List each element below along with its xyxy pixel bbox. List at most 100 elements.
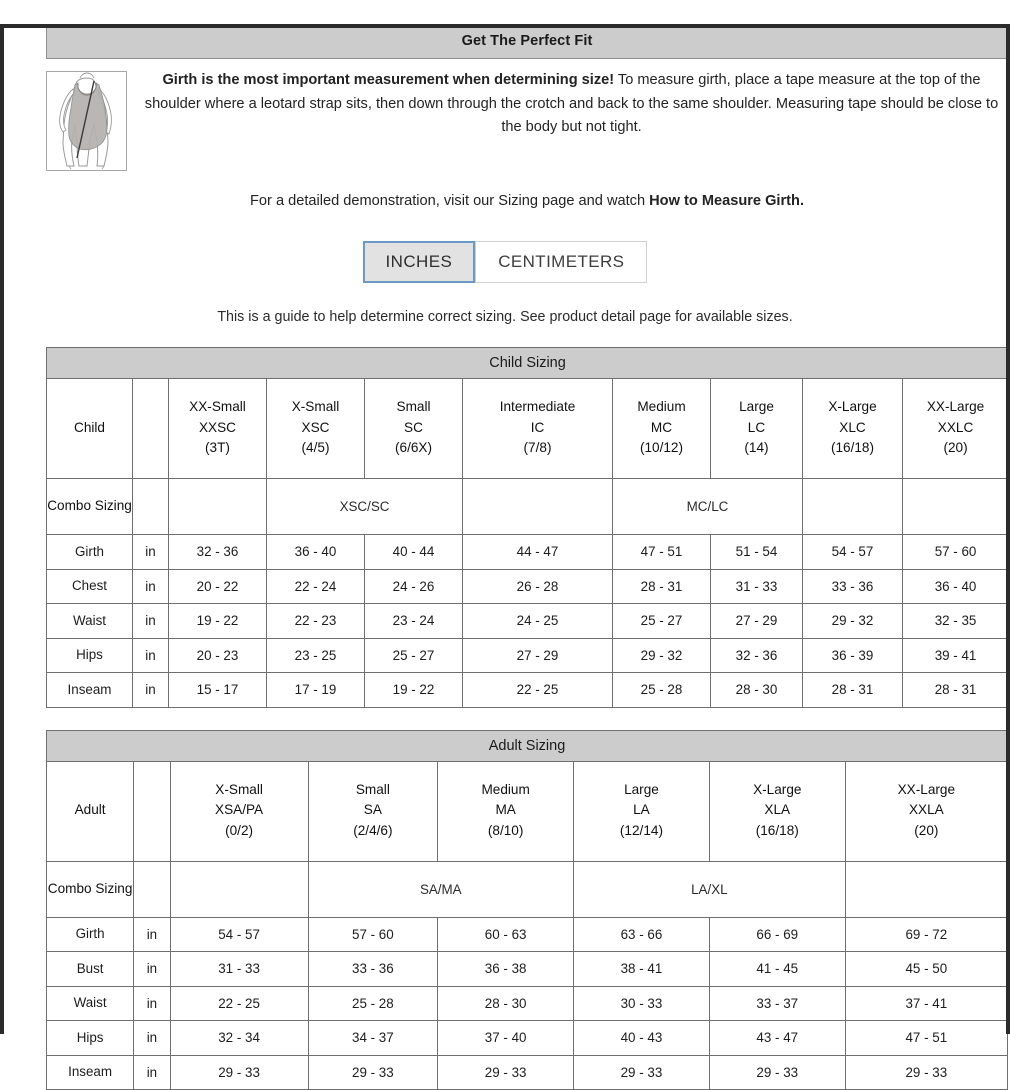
child-row-unit: in [133,535,169,570]
adult-measurement-cell: 28 - 30 [438,986,574,1021]
child-row-unit: in [133,638,169,673]
child-size-header-line: (3T) [171,438,264,459]
child-size-header-line: X-Small [269,397,362,418]
adult-row-label: Girth [47,917,134,952]
adult-size-header-line: (2/4/6) [311,821,436,842]
adult-measurement-cell: 30 - 33 [574,986,710,1021]
leotard-girth-illustration [46,71,127,171]
child-size-header-line: (10/12) [615,438,708,459]
unit-centimeters-button[interactable]: CENTIMETERS [475,241,647,283]
adult-size-header-line: (12/14) [576,821,707,842]
adult-size-header-line: Large [576,780,707,801]
adult-measurement-cell: 69 - 72 [845,917,1007,952]
adult-size-header-line: (0/2) [173,821,306,842]
adult-measurement-cell: 37 - 40 [438,1021,574,1056]
child-size-header-line: IC [465,418,610,439]
adult-size-header-line: X-Large [712,780,843,801]
adult-row-unit: in [134,1021,170,1056]
child-row-unit: in [133,604,169,639]
child-measurement-cell: 19 - 22 [365,673,463,708]
adult-measurement-cell: 43 - 47 [709,1021,845,1056]
child-measurement-cell: 23 - 25 [267,638,365,673]
child-measurement-cell: 28 - 30 [711,673,803,708]
child-combo-cell: MC/LC [613,479,803,535]
child-size-header-line: Small [367,397,460,418]
adult-measurement-cell: 25 - 28 [308,986,438,1021]
child-measurement-cell: 27 - 29 [463,638,613,673]
child-size-header-line: XXSC [171,418,264,439]
child-corner-label: Child [47,379,133,479]
adult-measurement-cell: 38 - 41 [574,952,710,987]
child-measurement-cell: 26 - 28 [463,569,613,604]
child-measurement-cell: 15 - 17 [169,673,267,708]
adult-measurement-cell: 29 - 33 [170,1055,308,1090]
adult-unit-header [134,761,170,861]
adult-combo-cell [845,861,1007,917]
child-measurement-cell: 32 - 35 [903,604,1009,639]
adult-combo-unit [134,861,170,917]
child-size-header-line: (7/8) [465,438,610,459]
adult-combo-cell: SA/MA [308,861,574,917]
child-row-label: Waist [47,604,133,639]
adult-measurement-cell: 31 - 33 [170,952,308,987]
child-size-header-line: (6/6X) [367,438,460,459]
adult-combo-label: Combo Sizing [47,861,134,917]
child-measurement-cell: 22 - 24 [267,569,365,604]
child-size-header-line: XLC [805,418,900,439]
adult-measurement-cell: 37 - 41 [845,986,1007,1021]
adult-corner-label: Adult [47,761,134,861]
unit-inches-button[interactable]: INCHES [363,241,476,283]
child-measurement-cell: 25 - 27 [613,604,711,639]
child-size-header-line: X-Large [805,397,900,418]
measure-girth-note: For a detailed demonstration, visit our … [46,193,1008,209]
child-combo-unit [133,479,169,535]
adult-size-header-line: SA [311,800,436,821]
perfect-fit-body: Girth is the most important measurement … [46,59,1008,171]
child-size-header-line: XX-Small [171,397,264,418]
adult-size-header-line: LA [576,800,707,821]
child-measurement-cell: 22 - 25 [463,673,613,708]
adult-measurement-cell: 45 - 50 [845,952,1007,987]
adult-measurement-cell: 29 - 33 [438,1055,574,1090]
child-size-header-line: SC [367,418,460,439]
child-measurement-cell: 25 - 28 [613,673,711,708]
child-row-unit: in [133,673,169,708]
adult-size-header-line: XLA [712,800,843,821]
adult-size-header-line: Medium [440,780,571,801]
child-measurement-cell: 36 - 39 [803,638,903,673]
child-measurement-cell: 20 - 22 [169,569,267,604]
child-size-header-line: LC [713,418,800,439]
child-measurement-cell: 40 - 44 [365,535,463,570]
child-size-header-line: (20) [905,438,1006,459]
adult-caption-row: Adult Sizing [47,730,1008,761]
child-size-header-line: Medium [615,397,708,418]
child-measurement-cell: 24 - 26 [365,569,463,604]
child-row-label: Hips [47,638,133,673]
adult-size-header-line: XX-Large [848,780,1005,801]
unit-toggle-group[interactable]: INCHES CENTIMETERS [0,241,1010,283]
adult-measurement-cell: 66 - 69 [709,917,845,952]
child-measurement-cell: 27 - 29 [711,604,803,639]
child-size-header-line: XXLC [905,418,1006,439]
adult-row-unit: in [134,917,170,952]
adult-measurement-cell: 54 - 57 [170,917,308,952]
adult-size-header-line: XXLA [848,800,1005,821]
girth-description-bold: Girth is the most important measurement … [162,72,614,88]
child-measurement-cell: 32 - 36 [169,535,267,570]
child-measurement-cell: 29 - 32 [803,604,903,639]
child-size-header-line: XX-Large [905,397,1006,418]
measure-girth-link[interactable]: How to Measure Girth. [649,193,804,209]
